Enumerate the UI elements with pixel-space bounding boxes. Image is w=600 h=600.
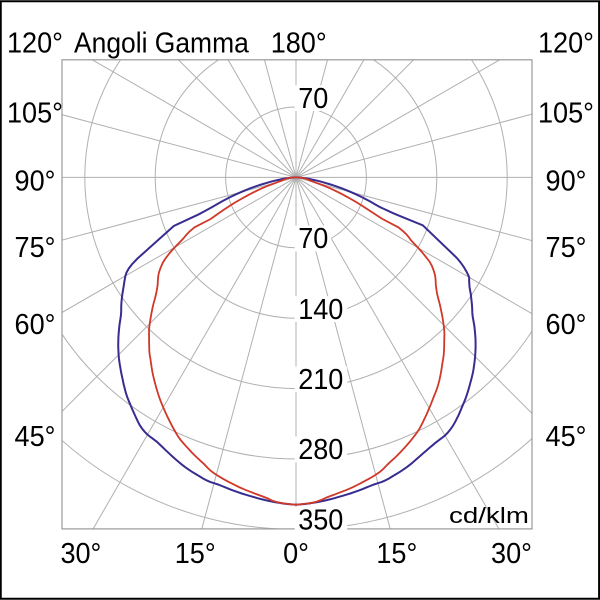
svg-text:140: 140 <box>298 293 343 325</box>
svg-text:70: 70 <box>298 82 328 114</box>
svg-text:Angoli Gamma: Angoli Gamma <box>74 27 249 59</box>
svg-text:280: 280 <box>298 434 343 466</box>
svg-text:cd/klm: cd/klm <box>449 503 529 528</box>
svg-text:30°: 30° <box>60 537 101 569</box>
svg-text:15°: 15° <box>376 537 417 569</box>
svg-text:45°: 45° <box>15 421 56 453</box>
svg-text:350: 350 <box>298 504 343 536</box>
svg-text:180°: 180° <box>271 27 327 59</box>
svg-text:45°: 45° <box>546 421 587 453</box>
svg-text:70: 70 <box>298 223 328 255</box>
svg-text:120°: 120° <box>538 27 594 59</box>
svg-text:210: 210 <box>298 363 343 395</box>
svg-text:30°: 30° <box>491 537 532 569</box>
svg-text:0°: 0° <box>283 537 309 569</box>
svg-text:105°: 105° <box>7 97 63 129</box>
svg-text:90°: 90° <box>546 165 587 197</box>
svg-text:90°: 90° <box>15 165 56 197</box>
svg-text:15°: 15° <box>175 537 216 569</box>
svg-text:60°: 60° <box>546 309 587 341</box>
svg-text:75°: 75° <box>15 232 56 264</box>
svg-text:120°: 120° <box>7 27 63 59</box>
svg-text:60°: 60° <box>15 309 56 341</box>
svg-text:105°: 105° <box>538 97 594 129</box>
svg-text:75°: 75° <box>546 232 587 264</box>
